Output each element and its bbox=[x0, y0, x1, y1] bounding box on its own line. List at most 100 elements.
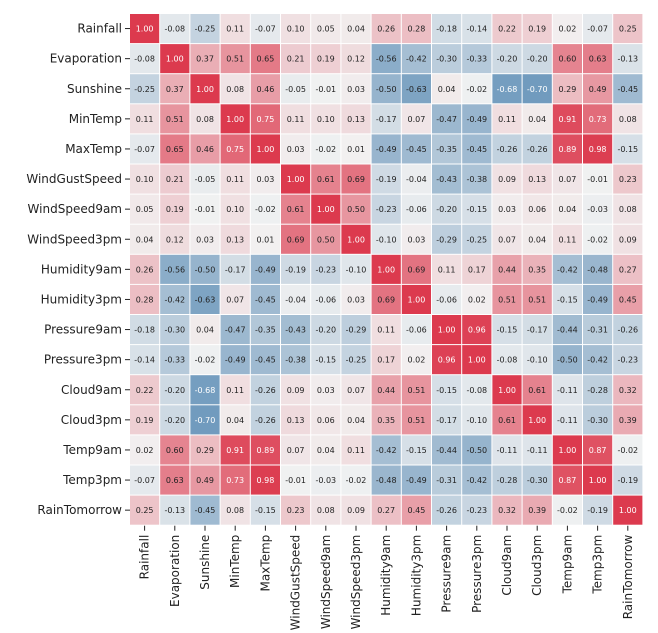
cell-value-label: 0.11 bbox=[226, 386, 244, 395]
cell-value-label: 0.12 bbox=[166, 235, 184, 244]
row-label: Temp3pm bbox=[62, 473, 122, 487]
heatmap-cell bbox=[552, 345, 582, 375]
row-label: Cloud3pm bbox=[61, 413, 122, 427]
heatmap-cell bbox=[462, 14, 492, 44]
cell-value-label: -0.49 bbox=[255, 265, 276, 274]
heatmap-cell bbox=[613, 315, 643, 345]
cell-value-label: 0.35 bbox=[377, 416, 395, 425]
heatmap-cell bbox=[250, 495, 280, 525]
heatmap-cell bbox=[492, 134, 522, 164]
column-label: Sunshine bbox=[198, 535, 212, 590]
cell-value-label: 0.04 bbox=[528, 235, 546, 244]
cell-value-label: 0.61 bbox=[287, 205, 305, 214]
heatmap-cell bbox=[462, 405, 492, 435]
heatmap-cell bbox=[311, 134, 341, 164]
column-label: Temp3pm bbox=[591, 535, 605, 595]
heatmap-cell bbox=[432, 435, 462, 465]
heatmap-cell bbox=[311, 104, 341, 134]
cell-value-label: -0.03 bbox=[587, 205, 608, 214]
heatmap-cell bbox=[220, 14, 250, 44]
cell-value-label: 0.37 bbox=[196, 55, 214, 64]
cell-value-label: -0.02 bbox=[557, 506, 578, 515]
heatmap-cell bbox=[220, 315, 250, 345]
cell-value-label: -0.49 bbox=[225, 356, 246, 365]
cell-value-label: 0.03 bbox=[347, 85, 365, 94]
heatmap-cell bbox=[130, 435, 160, 465]
heatmap-cell bbox=[130, 44, 160, 74]
cell-value-label: 1.00 bbox=[528, 416, 546, 425]
heatmap-cell bbox=[462, 284, 492, 314]
cell-value-label: 0.50 bbox=[317, 235, 335, 244]
heatmap-cell bbox=[130, 345, 160, 375]
heatmap-cell bbox=[190, 315, 220, 345]
cell-value-label: 0.96 bbox=[438, 356, 456, 365]
heatmap-cell bbox=[613, 375, 643, 405]
cell-value-label: -0.26 bbox=[255, 386, 276, 395]
cell-value-label: -0.18 bbox=[134, 326, 155, 335]
cell-value-label: -0.14 bbox=[134, 356, 155, 365]
cell-value-label: -0.63 bbox=[406, 85, 427, 94]
cell-value-label: 0.26 bbox=[136, 265, 154, 274]
heatmap-cell bbox=[613, 435, 643, 465]
cell-value-label: -0.15 bbox=[557, 295, 578, 304]
cell-value-label: 0.51 bbox=[498, 295, 516, 304]
cell-value-label: 0.22 bbox=[498, 25, 516, 34]
cell-value-label: 0.32 bbox=[619, 386, 637, 395]
cell-value-label: -0.43 bbox=[436, 175, 457, 184]
cell-value-label: -0.42 bbox=[557, 265, 578, 274]
heatmap-cell bbox=[190, 74, 220, 104]
cell-value-label: 0.75 bbox=[256, 115, 274, 124]
heatmap-cell bbox=[190, 194, 220, 224]
cell-value-label: -0.15 bbox=[497, 326, 518, 335]
heatmap-cell bbox=[492, 345, 522, 375]
heatmap-cell bbox=[522, 14, 552, 44]
cell-value-label: 0.26 bbox=[377, 25, 395, 34]
heatmap-cell bbox=[341, 14, 371, 44]
heatmap-cell bbox=[281, 194, 311, 224]
cell-value-label: 0.49 bbox=[196, 476, 214, 485]
cell-value-label: -0.19 bbox=[587, 506, 608, 515]
heatmap-cell bbox=[190, 435, 220, 465]
cell-value-label: 0.61 bbox=[528, 386, 546, 395]
cell-value-label: -0.23 bbox=[617, 356, 638, 365]
column-label: MinTemp bbox=[228, 535, 242, 588]
cell-value-label: -0.04 bbox=[285, 295, 306, 304]
cell-value-label: 0.60 bbox=[166, 446, 184, 455]
heatmap-cell bbox=[281, 164, 311, 194]
cell-value-label: -0.26 bbox=[436, 506, 457, 515]
heatmap-cell bbox=[281, 284, 311, 314]
cell-value-label: 0.69 bbox=[407, 265, 425, 274]
heatmap-cell bbox=[552, 465, 582, 495]
heatmap-cell bbox=[220, 405, 250, 435]
heatmap-cell bbox=[311, 345, 341, 375]
heatmap-cell bbox=[220, 495, 250, 525]
cell-value-label: 0.89 bbox=[558, 145, 576, 154]
heatmap-cell bbox=[401, 44, 431, 74]
cell-value-label: -0.45 bbox=[617, 85, 638, 94]
heatmap-cell bbox=[220, 375, 250, 405]
heatmap-cell bbox=[522, 495, 552, 525]
heatmap-cell bbox=[160, 134, 190, 164]
cell-value-label: -0.29 bbox=[346, 326, 367, 335]
cell-value-label: -0.42 bbox=[587, 356, 608, 365]
cell-value-label: 0.08 bbox=[226, 506, 244, 515]
cell-value-label: -0.33 bbox=[466, 55, 487, 64]
heatmap-cell bbox=[220, 134, 250, 164]
cell-value-label: -0.17 bbox=[527, 326, 548, 335]
heatmap-cell bbox=[613, 194, 643, 224]
cell-value-label: 0.07 bbox=[498, 235, 516, 244]
heatmap-cell bbox=[432, 14, 462, 44]
cell-value-label: 0.11 bbox=[287, 115, 305, 124]
cell-value-label: 0.05 bbox=[136, 205, 154, 214]
column-label: Pressure9am bbox=[440, 535, 454, 613]
row-label: Cloud9am bbox=[61, 383, 122, 397]
heatmap-cell bbox=[160, 284, 190, 314]
heatmap-cell bbox=[341, 194, 371, 224]
cell-value-label: -0.47 bbox=[436, 115, 457, 124]
cell-value-label: 0.07 bbox=[287, 446, 305, 455]
cell-value-label: 0.51 bbox=[528, 295, 546, 304]
heatmap-cell bbox=[401, 104, 431, 134]
heatmap-cell bbox=[250, 224, 280, 254]
cell-value-label: -0.17 bbox=[376, 115, 397, 124]
